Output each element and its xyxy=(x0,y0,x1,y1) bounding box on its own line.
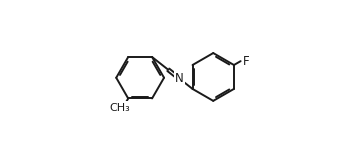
Text: CH₃: CH₃ xyxy=(110,103,131,113)
Text: N: N xyxy=(175,72,184,85)
Text: F: F xyxy=(242,55,249,68)
Text: O: O xyxy=(118,102,127,115)
